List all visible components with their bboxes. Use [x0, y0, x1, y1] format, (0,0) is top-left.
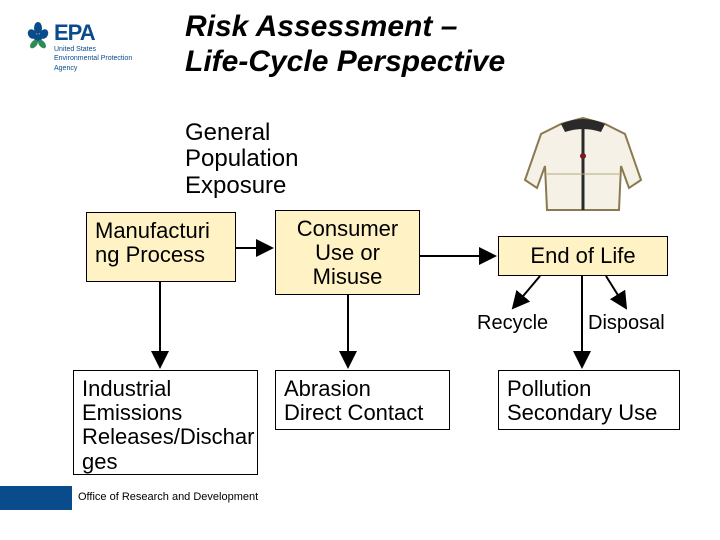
epa-logo-block: EPA United States Environmental Protecti… [24, 22, 132, 72]
epa-logo-sub3: Agency [54, 65, 132, 72]
box-industrial-emissions: Industrial Emissions Releases/Dischar ge… [73, 370, 258, 475]
box-consumer-use: Consumer Use or Misuse [275, 210, 420, 295]
box-pollution: Pollution Secondary Use [498, 370, 680, 430]
label-disposal: Disposal [588, 312, 665, 335]
box-end-of-life: End of Life [498, 236, 668, 276]
title-line1: Risk Assessment – [185, 10, 457, 43]
label-recycle: Recycle [477, 312, 548, 335]
box-abrasion: Abrasion Direct Contact [275, 370, 450, 430]
box-manufacturing: Manufacturi ng Process [86, 212, 236, 282]
footer-blue-bar [0, 486, 72, 510]
general-population-label: General Population Exposure [185, 120, 298, 199]
title-line2: Life-Cycle Perspective [185, 45, 505, 78]
epa-logo-sub2: Environmental Protection [54, 55, 132, 62]
epa-logo-text: EPA United States Environmental Protecti… [54, 22, 132, 72]
jacket-image [495, 105, 670, 225]
epa-logo-sub1: United States [54, 46, 132, 53]
footer-text: Office of Research and Development [78, 491, 258, 503]
page-title: Risk Assessment – Life-Cycle Perspective [185, 10, 505, 79]
epa-flower-icon [24, 22, 52, 50]
epa-logo-name: EPA [54, 22, 132, 44]
